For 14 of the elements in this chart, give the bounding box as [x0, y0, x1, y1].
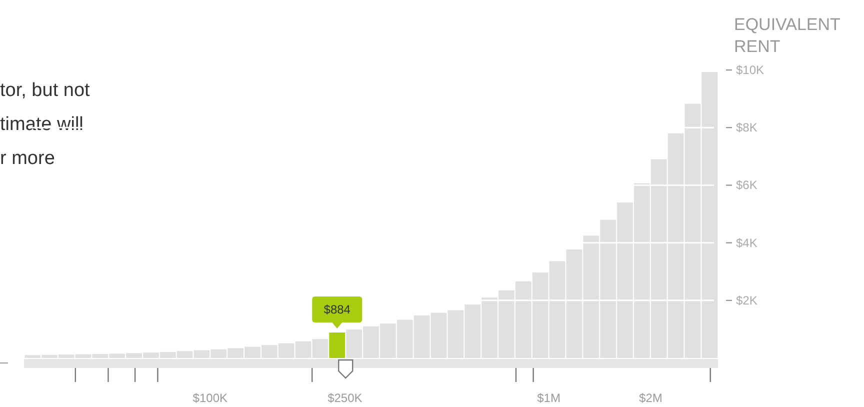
y-tick-label: $4K: [736, 236, 758, 250]
y-axis-title: EQUIVALENT RENT: [734, 15, 840, 56]
y-tick-label: $6K: [736, 178, 758, 192]
y-tick-label: $2K: [736, 293, 758, 308]
bar: [329, 332, 346, 358]
x-tick-label: $2M: [639, 391, 662, 405]
y-tick-label: $10K: [736, 63, 764, 77]
x-tick-label: $100K: [192, 391, 228, 405]
x-tick-label: $250K: [328, 391, 362, 405]
annotation: tor, but not: [0, 80, 91, 101]
x-tick-label: $1M: [537, 391, 560, 405]
data-label: $884: [324, 302, 351, 317]
annotation: r more: [0, 148, 55, 169]
y-tick-label: $8K: [736, 120, 758, 135]
